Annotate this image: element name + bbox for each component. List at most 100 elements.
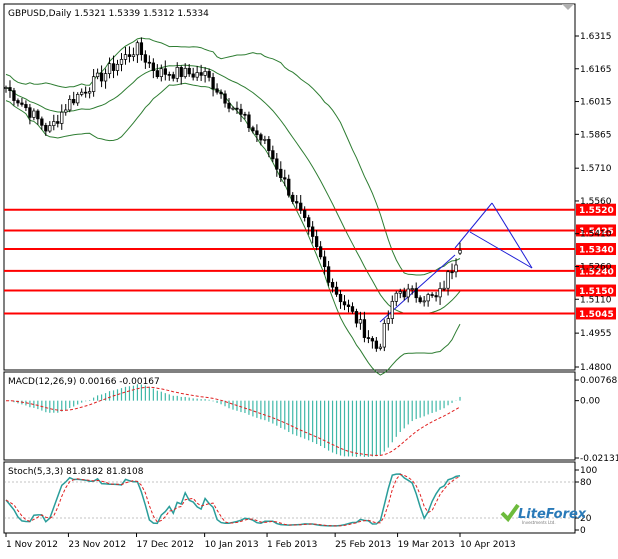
candle-body — [267, 139, 271, 151]
candle-body — [223, 93, 227, 104]
candle-body — [438, 288, 442, 298]
candle-body — [303, 209, 307, 218]
candle-body — [147, 61, 152, 64]
candle-body — [211, 77, 215, 90]
candle-body — [227, 102, 231, 109]
price-tick-label: 1.6015 — [580, 98, 612, 108]
candle-body — [326, 266, 331, 283]
candle-body — [40, 118, 44, 126]
candle-body — [68, 98, 72, 111]
candle-body — [171, 74, 175, 79]
stoch-tick-label: 100 — [580, 466, 597, 476]
liteforex-logo: LiteForex Investments Ltd. — [500, 503, 587, 525]
candle-body — [115, 63, 120, 71]
macd-header: MACD(12,26,9) 0.00166 -0.00167 — [8, 377, 160, 387]
candle-body — [60, 111, 64, 124]
candle-body — [362, 319, 367, 338]
candle-body — [259, 134, 263, 141]
candle-body — [151, 62, 156, 71]
candle-body — [446, 271, 450, 289]
svg-text:LiteForex: LiteForex — [518, 507, 587, 522]
level-label: 1.5150 — [579, 287, 614, 297]
candle-body — [44, 124, 48, 132]
candle-body — [370, 338, 375, 342]
stoch-signal-line — [5, 473, 461, 527]
date-tick-label: 25 Feb 2013 — [335, 540, 391, 550]
channel-line — [454, 202, 493, 249]
candle-body — [191, 73, 195, 78]
candle-body — [390, 300, 394, 319]
macd-tick-label: 0.00 — [580, 397, 600, 407]
price-tick-label: 1.6165 — [580, 65, 612, 75]
candle-body — [434, 295, 438, 298]
svg-text:Investments Ltd.: Investments Ltd. — [522, 520, 556, 525]
level-label: 1.5240 — [579, 267, 614, 277]
candle-body — [422, 300, 426, 303]
candle-body — [4, 87, 8, 89]
candle-body — [195, 72, 199, 78]
candle-body — [163, 68, 167, 75]
candle-body — [382, 323, 386, 348]
candle-body — [183, 67, 187, 77]
candle-body — [143, 54, 148, 63]
candle-body — [52, 121, 56, 126]
date-tick-label: 10 Apr 2013 — [460, 540, 516, 550]
price-tick-label: 1.5710 — [580, 164, 612, 174]
channel-line — [491, 202, 533, 269]
macd-panel — [3, 371, 576, 461]
price-tick-label: 1.4800 — [580, 363, 612, 373]
candle-body — [28, 107, 32, 118]
candle-body — [24, 104, 28, 109]
price-tick-label: 1.5410 — [580, 230, 612, 240]
date-tick-label: 10 Jan 2013 — [205, 540, 259, 550]
candle-body — [135, 42, 140, 56]
candle-body — [139, 42, 144, 55]
candle-body — [318, 246, 323, 258]
candle-body — [283, 177, 287, 180]
candle-body — [310, 226, 315, 237]
candle-body — [8, 87, 12, 91]
candle-body — [410, 288, 414, 290]
candle-body — [279, 168, 283, 179]
stoch-tick-label: 20 — [580, 514, 592, 524]
candle-body — [322, 256, 327, 268]
candle-body — [295, 201, 299, 204]
candle-body — [231, 107, 235, 110]
candle-body — [398, 291, 402, 294]
candle-body — [247, 114, 251, 129]
candle-body — [402, 291, 406, 298]
candle-body — [334, 286, 339, 295]
candle-body — [354, 311, 359, 324]
main-header: GBPUSD,Daily 1.5321 1.5339 1.5312 1.5334 — [8, 9, 209, 19]
date-tick-label: 1 Nov 2012 — [6, 540, 58, 550]
candle-body — [378, 346, 383, 349]
candle-body — [342, 301, 347, 306]
candle-body — [239, 108, 243, 115]
candle-body — [99, 72, 104, 82]
stoch-header: Stoch(5,3,3) 81.8182 81.8108 — [8, 467, 144, 477]
price-tick-label: 1.4955 — [580, 329, 612, 339]
candle-body — [263, 139, 267, 141]
candle-body — [32, 110, 36, 118]
bollinger-middle — [5, 64, 461, 315]
chart-shift-marker-icon[interactable] — [562, 4, 574, 10]
candle-body — [123, 54, 128, 60]
candle-body — [175, 67, 179, 79]
level-label-bg — [576, 224, 616, 237]
candle-body — [16, 100, 20, 104]
candle-body — [48, 125, 52, 132]
candle-body — [20, 102, 24, 105]
candle-body — [366, 337, 371, 339]
date-tick-label: 19 Mar 2013 — [398, 540, 455, 550]
candle-body — [119, 59, 124, 65]
candle-body — [275, 158, 279, 170]
candle-body — [103, 73, 108, 82]
stoch-panel — [3, 461, 576, 534]
candle-body — [64, 109, 68, 113]
candle-body — [12, 90, 16, 101]
price-tick-label: 1.5110 — [580, 295, 612, 305]
candle-body — [76, 94, 80, 104]
candle-body — [155, 70, 159, 77]
